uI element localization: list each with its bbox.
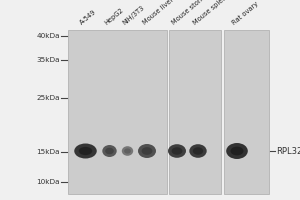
Text: HepG2: HepG2 (103, 7, 124, 26)
Ellipse shape (172, 147, 182, 155)
Ellipse shape (189, 144, 207, 158)
Text: 25kDa: 25kDa (37, 95, 60, 101)
Text: 40kDa: 40kDa (37, 33, 60, 39)
Bar (68, 30, 167, 194)
Text: Mouse stomach: Mouse stomach (171, 0, 215, 26)
Ellipse shape (168, 144, 186, 158)
Ellipse shape (226, 143, 248, 159)
Text: 35kDa: 35kDa (37, 57, 60, 63)
Bar (224, 30, 268, 194)
Text: RPL32: RPL32 (277, 146, 300, 156)
Text: NIH/3T3: NIH/3T3 (122, 5, 146, 26)
Ellipse shape (74, 144, 97, 158)
Ellipse shape (142, 147, 152, 155)
Ellipse shape (124, 148, 131, 154)
Text: A-549: A-549 (79, 9, 97, 26)
Text: 10kDa: 10kDa (37, 179, 60, 185)
Ellipse shape (138, 144, 156, 158)
Ellipse shape (230, 147, 244, 155)
Text: Mouse spleen: Mouse spleen (192, 0, 231, 26)
Text: Mouse liver: Mouse liver (142, 0, 175, 26)
Ellipse shape (105, 148, 114, 154)
Ellipse shape (122, 146, 133, 156)
Bar (169, 30, 220, 194)
Ellipse shape (79, 147, 92, 155)
Ellipse shape (102, 145, 117, 157)
Text: 15kDa: 15kDa (37, 149, 60, 155)
Ellipse shape (193, 147, 203, 155)
Text: Rat ovary: Rat ovary (231, 1, 260, 26)
